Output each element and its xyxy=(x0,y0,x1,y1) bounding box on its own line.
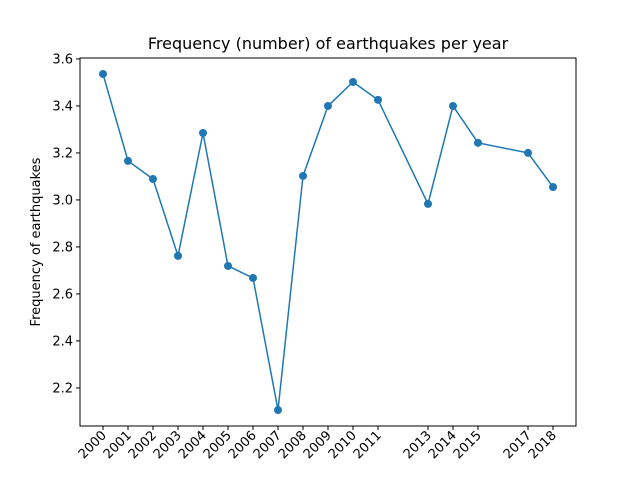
y-tick-label: 3.2 xyxy=(52,146,73,161)
chart-title: Frequency (number) of earthquakes per ye… xyxy=(148,34,509,53)
y-tick-label: 2.6 xyxy=(52,287,73,302)
point xyxy=(249,273,257,282)
y-tick-label: 3.0 xyxy=(52,193,73,208)
point xyxy=(299,171,307,180)
point xyxy=(124,156,132,165)
point xyxy=(199,128,207,137)
y-tick-label: 2.2 xyxy=(52,381,73,396)
point xyxy=(349,77,357,86)
plot-frame xyxy=(79,57,577,427)
point xyxy=(149,175,157,184)
point xyxy=(174,251,182,260)
point xyxy=(374,95,382,104)
point xyxy=(424,199,432,208)
y-tick-label: 3.4 xyxy=(52,99,73,114)
point xyxy=(549,183,557,192)
y-tick-label: 2.8 xyxy=(52,240,73,255)
point xyxy=(449,101,457,110)
point xyxy=(224,261,232,270)
point xyxy=(274,406,282,415)
point xyxy=(99,69,107,78)
point xyxy=(524,148,532,157)
point xyxy=(474,138,482,147)
y-tick-label: 2.4 xyxy=(52,334,73,349)
y-axis-label: Frequency of earthquakes xyxy=(29,157,44,326)
y-tick-label: 3.6 xyxy=(52,52,73,67)
point xyxy=(324,101,332,110)
